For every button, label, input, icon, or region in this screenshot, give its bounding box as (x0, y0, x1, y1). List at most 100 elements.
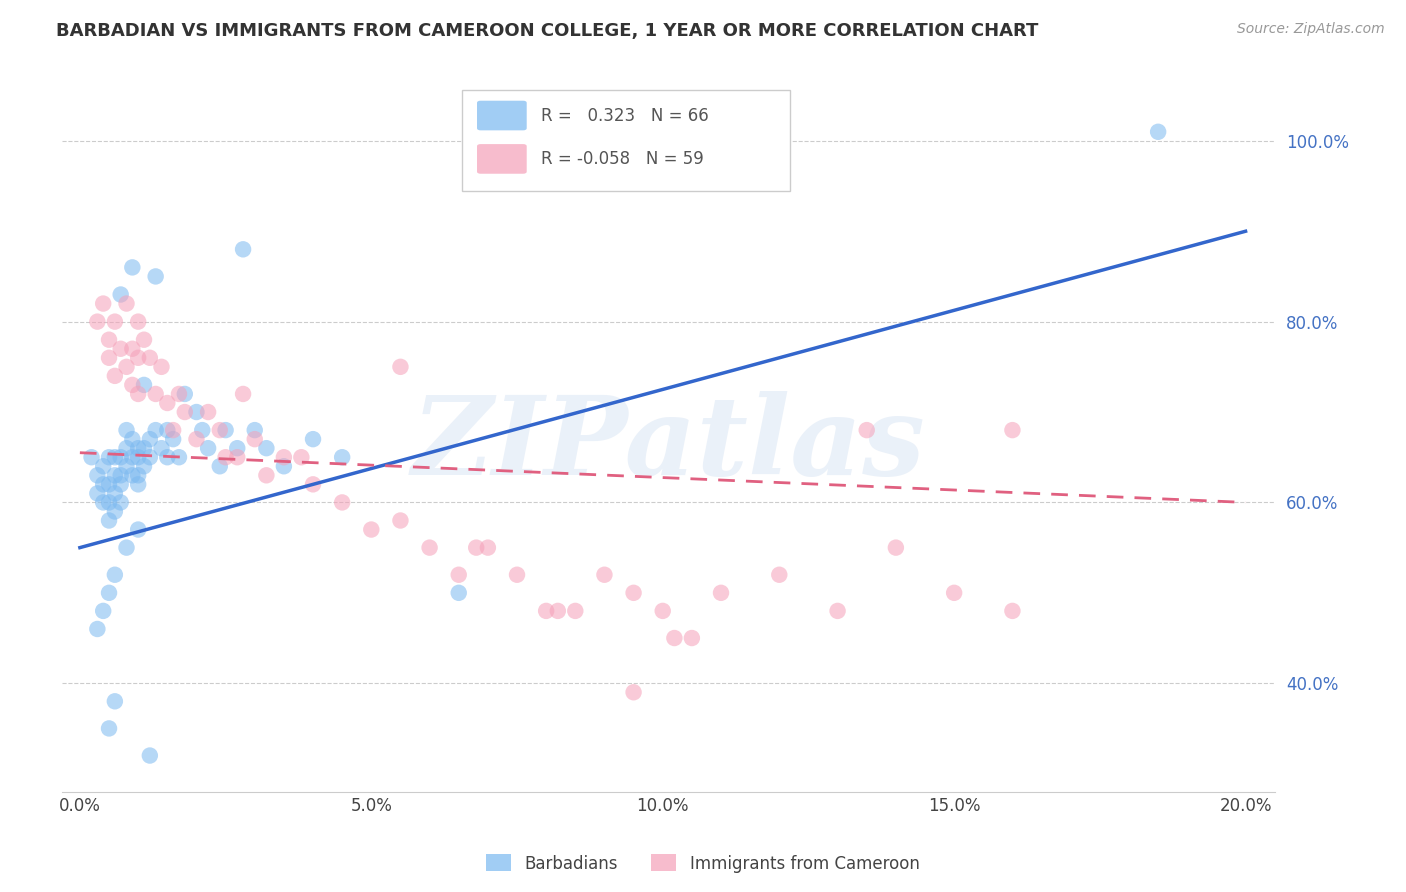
Point (98, 351, 121, 365)
Point (139, 748, 162, 763)
Point (827, 604, 849, 618)
Point (232, 387, 254, 401)
Point (104, 504, 127, 518)
Point (681, 631, 703, 645)
Point (132, 333, 155, 347)
Point (197, 405, 219, 419)
Point (139, 351, 162, 365)
Point (547, 604, 569, 618)
Point (104, 450, 127, 465)
Point (191, 423, 214, 437)
Point (273, 450, 295, 465)
Point (167, 387, 190, 401)
Point (1001, 604, 1024, 618)
Legend: Barbadians, Immigrants from Cameroon: Barbadians, Immigrants from Cameroon (479, 847, 927, 880)
Point (91, 604, 114, 618)
Point (330, 495, 353, 509)
Point (943, 586, 966, 600)
Point (115, 296, 138, 310)
Point (110, 287, 132, 301)
Text: BARBADIAN VS IMMIGRANTS FROM CAMEROON COLLEGE, 1 YEAR OR MORE CORRELATION CHART: BARBADIAN VS IMMIGRANTS FROM CAMEROON CO… (56, 22, 1039, 40)
Point (884, 541, 907, 555)
Point (156, 423, 179, 437)
Point (186, 432, 208, 446)
Point (214, 450, 236, 465)
Point (419, 541, 441, 555)
Point (447, 567, 470, 582)
Point (593, 567, 616, 582)
Point (86, 622, 108, 636)
Point (91, 459, 114, 474)
Point (150, 359, 173, 374)
Point (127, 315, 149, 329)
Point (98, 495, 121, 509)
Point (302, 432, 325, 446)
Point (98, 586, 121, 600)
Point (477, 541, 499, 555)
Point (447, 586, 470, 600)
Point (273, 459, 295, 474)
Point (98, 450, 121, 465)
Point (1001, 423, 1024, 437)
Point (121, 378, 143, 392)
Point (121, 450, 143, 465)
Point (127, 450, 149, 465)
Point (150, 441, 173, 455)
Point (506, 567, 529, 582)
Point (623, 685, 645, 699)
Point (167, 450, 190, 465)
Text: R = -0.058   N = 59: R = -0.058 N = 59 (541, 150, 704, 168)
Point (1147, 125, 1170, 139)
Point (208, 423, 231, 437)
Point (91, 296, 114, 310)
Point (145, 423, 167, 437)
Point (80, 450, 103, 465)
Point (127, 468, 149, 483)
Point (115, 423, 138, 437)
Point (226, 441, 249, 455)
Point (162, 423, 184, 437)
Point (104, 486, 127, 500)
Text: R =   0.323   N = 66: R = 0.323 N = 66 (541, 106, 709, 125)
Point (768, 567, 790, 582)
Point (110, 477, 132, 491)
Point (115, 359, 138, 374)
Point (110, 468, 132, 483)
Point (330, 450, 353, 465)
Point (139, 432, 162, 446)
Point (86, 468, 108, 483)
Point (664, 631, 686, 645)
Point (127, 387, 149, 401)
Point (98, 477, 121, 491)
Point (145, 387, 167, 401)
FancyBboxPatch shape (477, 101, 527, 130)
Point (121, 260, 143, 275)
Point (127, 351, 149, 365)
Point (254, 468, 277, 483)
Point (98, 514, 121, 528)
Point (115, 541, 138, 555)
Point (145, 269, 167, 284)
Point (132, 441, 155, 455)
Point (104, 315, 127, 329)
Point (104, 694, 127, 708)
Point (132, 378, 155, 392)
Point (651, 604, 673, 618)
Point (197, 441, 219, 455)
Point (86, 315, 108, 329)
Point (110, 342, 132, 356)
Point (243, 423, 266, 437)
Point (232, 243, 254, 257)
Text: ZIPatlas: ZIPatlas (412, 391, 925, 499)
Point (302, 477, 325, 491)
Point (139, 450, 162, 465)
Point (214, 423, 236, 437)
Point (173, 405, 195, 419)
Point (104, 468, 127, 483)
Point (127, 477, 149, 491)
FancyBboxPatch shape (463, 90, 790, 192)
Point (104, 567, 127, 582)
Point (208, 459, 231, 474)
Point (254, 441, 277, 455)
Point (156, 450, 179, 465)
